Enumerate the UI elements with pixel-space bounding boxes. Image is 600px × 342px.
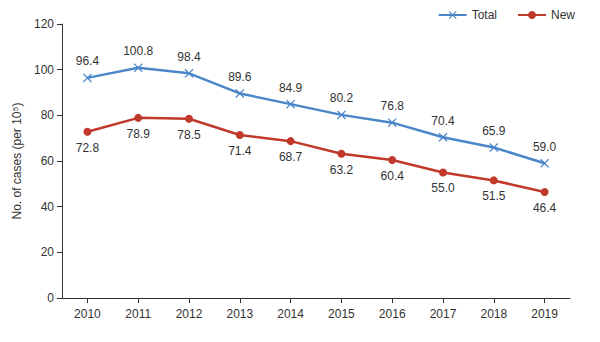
svg-text:65.9: 65.9	[482, 124, 506, 138]
svg-text:2018: 2018	[480, 307, 507, 321]
svg-text:46.4: 46.4	[533, 201, 557, 215]
svg-text:2019: 2019	[531, 307, 558, 321]
svg-text:40: 40	[41, 200, 55, 214]
svg-text:60: 60	[41, 154, 55, 168]
svg-text:63.2: 63.2	[330, 163, 354, 177]
svg-text:100: 100	[34, 63, 54, 77]
svg-text:70.4: 70.4	[431, 114, 455, 128]
svg-text:84.9: 84.9	[279, 81, 303, 95]
svg-text:55.0: 55.0	[431, 181, 455, 195]
svg-text:2017: 2017	[430, 307, 457, 321]
svg-text:60.4: 60.4	[381, 169, 405, 183]
svg-text:2014: 2014	[277, 307, 304, 321]
svg-text:0: 0	[47, 291, 54, 305]
svg-text:80.2: 80.2	[330, 91, 354, 105]
svg-text:72.8: 72.8	[76, 141, 100, 155]
svg-text:20: 20	[41, 245, 55, 259]
svg-text:2015: 2015	[328, 307, 355, 321]
svg-text:100.8: 100.8	[123, 44, 153, 58]
svg-text:51.5: 51.5	[482, 189, 506, 203]
svg-text:78.9: 78.9	[127, 127, 151, 141]
svg-text:71.4: 71.4	[228, 144, 252, 158]
svg-text:New: New	[551, 8, 575, 22]
svg-text:78.5: 78.5	[177, 128, 201, 142]
svg-text:Total: Total	[472, 8, 497, 22]
svg-text:2010: 2010	[74, 307, 101, 321]
svg-text:120: 120	[34, 17, 54, 31]
svg-text:96.4: 96.4	[76, 54, 100, 68]
svg-text:2016: 2016	[379, 307, 406, 321]
svg-text:68.7: 68.7	[279, 150, 303, 164]
svg-text:2012: 2012	[176, 307, 203, 321]
svg-text:2011: 2011	[125, 307, 151, 321]
svg-text:2013: 2013	[226, 307, 253, 321]
svg-text:89.6: 89.6	[228, 70, 252, 84]
svg-text:59.0: 59.0	[533, 140, 557, 154]
svg-text:98.4: 98.4	[177, 50, 201, 64]
svg-text:76.8: 76.8	[381, 99, 405, 113]
svg-text:80: 80	[41, 108, 55, 122]
svg-text:No. of cases (per 10⁵): No. of cases (per 10⁵)	[10, 102, 24, 219]
